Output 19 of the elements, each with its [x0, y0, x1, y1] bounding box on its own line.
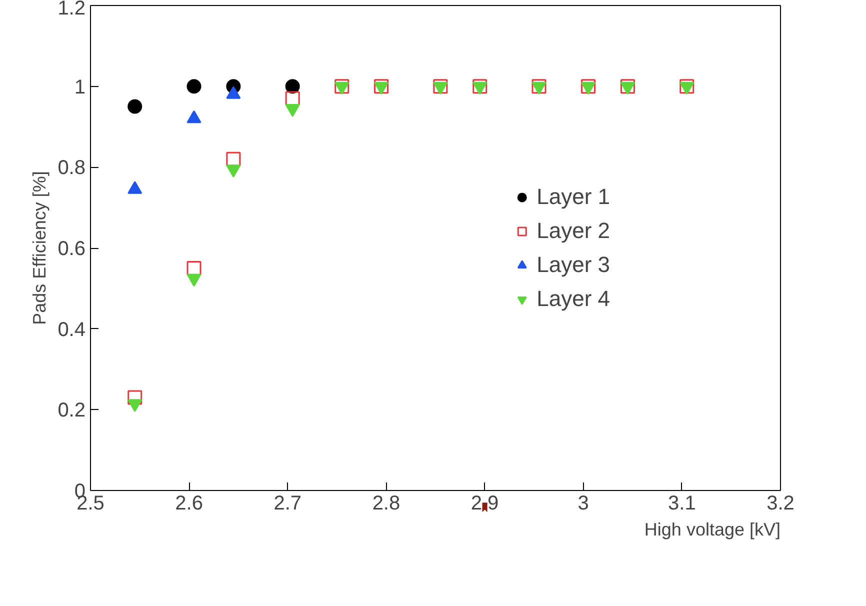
x-tick-label: 2.8 — [372, 492, 400, 514]
x-tick-label: 2.6 — [175, 492, 203, 514]
y-axis-title: Pads Efficiency [%] — [30, 171, 50, 325]
x-axis-title: High voltage [kV] — [644, 520, 781, 540]
legend-label: Layer 4 — [536, 286, 610, 312]
x-tick-label: 3 — [578, 492, 589, 514]
x-tick-label: 2.7 — [274, 492, 302, 514]
y-tick-label: 0.4 — [58, 318, 86, 341]
y-tick-label: 1.2 — [58, 0, 86, 20]
y-tick-label: 0.8 — [58, 157, 86, 180]
legend-label: Layer 1 — [536, 184, 610, 210]
y-tick-label: 0.2 — [58, 400, 86, 422]
y-tick-label: 1 — [74, 76, 86, 98]
x-tick-label: 3.1 — [668, 492, 696, 514]
legend-label: Layer 3 — [536, 252, 610, 278]
x-tick-label: 2.9 — [470, 492, 499, 514]
x-tick-label: 3.2 — [766, 492, 794, 514]
legend-label: Layer 2 — [536, 218, 610, 244]
y-tick-label: 0.6 — [58, 238, 86, 260]
